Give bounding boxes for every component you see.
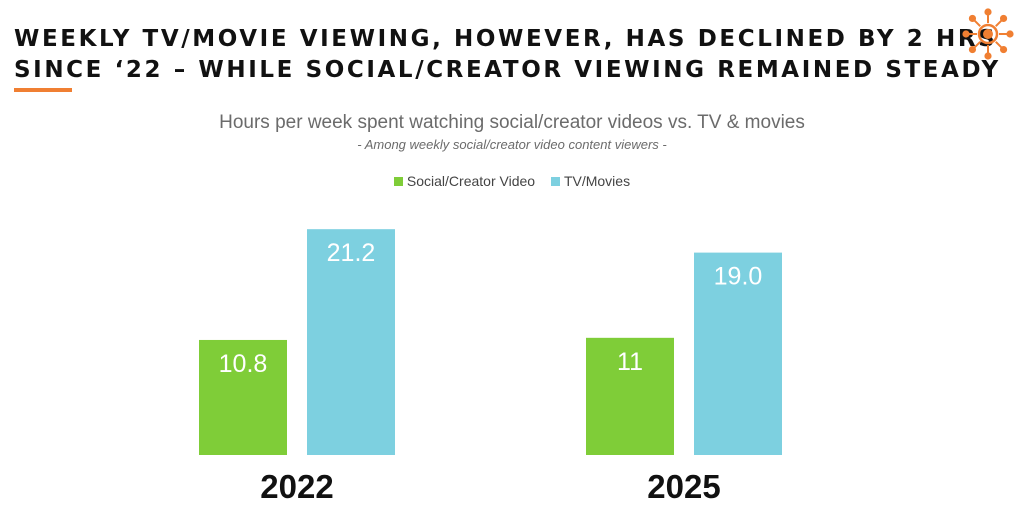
sun-network-icon [962,8,1014,60]
legend-swatch-social-creator [393,177,403,186]
bar-tv-movies-2025 [694,252,782,455]
data-label-tv-movies-2025: 19.0 [714,263,763,291]
data-label-social-creator-video-2025: 11 [617,348,643,376]
legend-item-tv-movies: TV/Movies [550,173,631,189]
bar-chart: 10.8 21.2 2022 11 19.0 2025 [199,229,782,505]
headline-line-2: SINCE ‘22 – WHILE SOCIAL/CREATOR VIEWING… [14,57,1001,83]
headline-line-1: WEEKLY TV/MOVIE VIEWING, HOWEVER, HAS DE… [14,26,998,52]
bar-social-creator-video-2025 [586,337,674,455]
bar-social-creator-video-2022 [199,339,287,455]
chart-title: Hours per week spent watching social/cre… [219,112,805,133]
legend-label-social-creator: Social/Creator Video [406,173,536,189]
category-label-2025: 2025 [647,468,720,505]
headline: WEEKLY TV/MOVIE VIEWING, HOWEVER, HAS DE… [14,24,1001,86]
category-label-2022: 2022 [260,468,333,505]
legend-swatch-tv-movies [550,177,560,186]
headline-accent-underline [14,88,72,92]
bar-tv-movies-2022 [307,229,395,455]
legend-label-tv-movies: TV/Movies [563,173,631,189]
data-label-social-creator-video-2022: 10.8 [219,350,268,378]
chart-legend: Social/Creator Video TV/Movies [0,173,1024,189]
data-label-tv-movies-2022: 21.2 [327,239,376,267]
chart-subtitle: - Among weekly social/creator video cont… [357,137,667,152]
legend-item-social-creator: Social/Creator Video [393,173,536,189]
